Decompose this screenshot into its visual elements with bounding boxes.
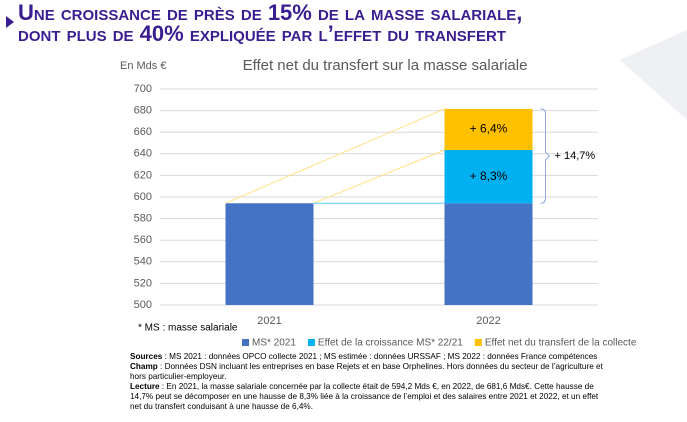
note: Lecture : En 2021, la masse salariale co… xyxy=(130,382,610,412)
note: Sources : MS 2021 : données OPCO collect… xyxy=(130,352,610,362)
y-tick-label: 540 xyxy=(134,256,152,268)
legend-label: MS* 2021 xyxy=(252,338,296,349)
y-unit: En Mds € xyxy=(120,60,166,72)
y-tick-label: 600 xyxy=(134,191,152,203)
connector xyxy=(313,149,445,204)
x-tick-label: 2021 xyxy=(257,315,281,327)
note-label: Champ xyxy=(130,362,158,371)
bar-segment xyxy=(444,108,533,151)
connector xyxy=(225,108,445,204)
note-label: Lecture xyxy=(130,382,160,391)
arrow-icon xyxy=(6,16,14,28)
y-tick-label: 560 xyxy=(134,234,152,246)
legend-label: Effet de la croissance MS* 22/21 xyxy=(318,338,463,349)
bar-segment xyxy=(225,203,314,305)
legend-label: Effet net du transfert de la collecte xyxy=(485,338,637,349)
legend-swatch xyxy=(242,339,249,346)
y-tick-label: 700 xyxy=(134,83,152,95)
notes: Sources : MS 2021 : données OPCO collect… xyxy=(130,352,610,412)
note-text: : MS 2021 : données OPCO collecte 2021 ;… xyxy=(162,352,598,361)
slide-title: Une croissance de près de 15% de la mass… xyxy=(18,0,523,46)
y-tick-label: 620 xyxy=(134,169,152,181)
brace xyxy=(540,108,551,204)
decoration xyxy=(620,30,687,120)
x-tick-label: 2022 xyxy=(476,315,500,327)
footnote: * MS : masse salariale xyxy=(138,323,238,334)
y-tick-label: 500 xyxy=(134,299,152,311)
note-label: Sources xyxy=(130,352,163,361)
y-tick-label: 680 xyxy=(134,105,152,117)
title-line: dont plus de 40% expliquée par l’effet d… xyxy=(18,21,506,46)
chart-title: Effet net du transfert sur la masse sala… xyxy=(243,57,528,74)
y-tick-label: 640 xyxy=(134,148,152,160)
y-tick-label: 660 xyxy=(134,126,152,138)
note-text: : En 2021, la masse salariale concernée … xyxy=(130,382,599,411)
legend-swatch xyxy=(307,339,315,346)
total-label: + 14,7% xyxy=(555,150,596,162)
bar-segment xyxy=(444,203,533,305)
title-line: Une croissance de près de 15% de la mass… xyxy=(18,0,523,25)
segment-label: + 6,4% xyxy=(470,122,508,136)
legend-swatch xyxy=(474,339,482,346)
segment-label: + 8,3% xyxy=(470,169,508,183)
bar-segment xyxy=(444,150,533,204)
note-text: : Données DSN incluant les entreprises e… xyxy=(130,362,603,381)
note: Champ : Données DSN incluant les entrepr… xyxy=(130,362,610,382)
y-tick-label: 520 xyxy=(134,277,152,289)
y-tick-label: 580 xyxy=(134,213,152,225)
